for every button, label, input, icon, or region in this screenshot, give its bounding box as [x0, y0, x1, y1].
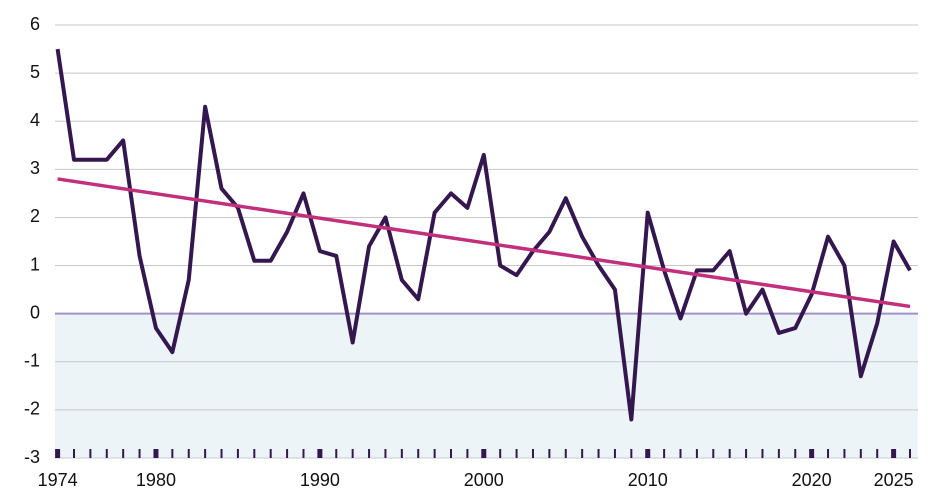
y-tick-label: -1: [24, 351, 40, 371]
x-tick-label: 1990: [300, 470, 340, 490]
y-tick-label: 3: [30, 158, 40, 178]
y-tick-label: -2: [24, 399, 40, 419]
y-tick-label: -3: [24, 447, 40, 467]
x-tick-label: 1974: [38, 470, 78, 490]
y-tick-label: 5: [30, 62, 40, 82]
x-tick-label: 2000: [464, 470, 504, 490]
y-tick-label: 4: [30, 110, 40, 130]
x-tick-label: 2020: [792, 470, 832, 490]
x-tick-label: 2025: [874, 470, 914, 490]
y-tick-label: 0: [30, 302, 40, 322]
chart: -3 -2 -1 0 1 2 3 4 5 6 1974 1980 1990 2000 2010 2020 202…: [0, 0, 932, 492]
x-tick-label: 1980: [136, 470, 176, 490]
y-tick-label: 1: [30, 254, 40, 274]
x-tick-label: 2010: [628, 470, 668, 490]
negative-area: [55, 314, 918, 458]
y-tick-label: 2: [30, 206, 40, 226]
y-tick-label: 6: [30, 14, 40, 34]
